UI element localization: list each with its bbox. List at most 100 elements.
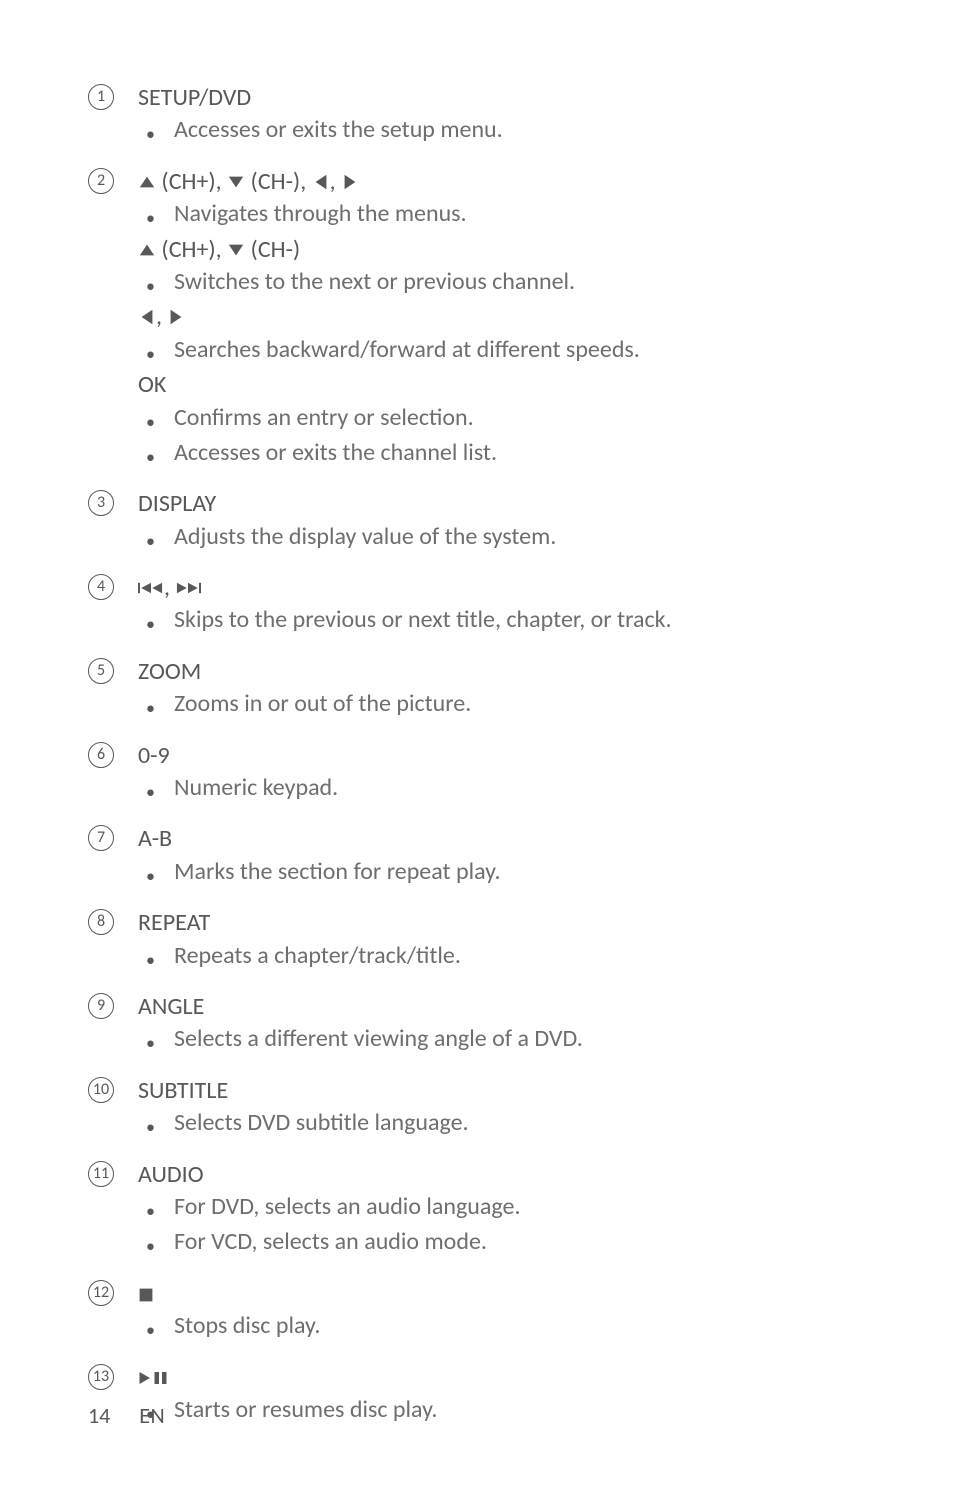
item-section: 11AUDIOFor DVD, selects an audio languag…: [88, 1159, 874, 1262]
bullet-text: Switches to the next or previous channel…: [174, 266, 874, 298]
page-footer: 14 EN: [88, 1402, 165, 1429]
circled-number: 2: [88, 168, 114, 194]
item-heading: DISPLAY: [138, 488, 874, 520]
body-column: A-BMarks the section for repeat play.: [138, 823, 874, 891]
bullet-text: For VCD, selects an audio mode.: [174, 1226, 874, 1258]
bullet-row: Accesses or exits the setup menu.: [138, 114, 874, 149]
number-column: 1: [88, 82, 138, 110]
bullet-dot: [146, 1107, 174, 1142]
bullet-text: Numeric keypad.: [174, 772, 874, 804]
item-heading: ZOOM: [138, 656, 874, 688]
body-column: ZOOMZooms in or out of the picture.: [138, 656, 874, 724]
number-column: 7: [88, 823, 138, 851]
item-section: 9ANGLESelects a different viewing angle …: [88, 991, 874, 1059]
bullet-row: Marks the section for repeat play.: [138, 856, 874, 891]
number-column: 2: [88, 166, 138, 194]
bullet-text: Navigates through the menus.: [174, 198, 874, 230]
bullet-dot: [146, 114, 174, 149]
bullet-row: Selects DVD subtitle language.: [138, 1107, 874, 1142]
number-column: 9: [88, 991, 138, 1019]
item-heading: REPEAT: [138, 907, 874, 939]
number-column: 4: [88, 572, 138, 600]
bullet-dot: [146, 334, 174, 369]
item-heading: 0-9: [138, 740, 874, 772]
bullet-text: Skips to the previous or next title, cha…: [174, 604, 874, 636]
circled-number: 9: [88, 993, 114, 1019]
bullet-dot: [146, 402, 174, 437]
manual-page: 1 SETUP/DVDAccesses or exits the setup me…: [0, 0, 954, 1485]
item-section: 13 Starts or resumes disc play.: [88, 1362, 874, 1430]
bullet-dot: [146, 1023, 174, 1058]
body-column: REPEATRepeats a chapter/track/title.: [138, 907, 874, 975]
circled-number: 8: [88, 909, 114, 935]
language-code: EN: [139, 1402, 165, 1429]
body-column: Starts or resumes disc play.: [138, 1362, 874, 1430]
bullet-dot: [146, 198, 174, 233]
item-heading: (CH+), (CH-), ,: [138, 166, 874, 198]
bullet-dot: [146, 1226, 174, 1261]
circled-number: 10: [88, 1077, 114, 1103]
item-subheading: (CH+), (CH-): [138, 234, 874, 266]
circled-number: 5: [88, 658, 114, 684]
bullet-row: For DVD, selects an audio language.: [138, 1191, 874, 1226]
item-heading: [138, 1362, 874, 1394]
item-row: 13 Starts or resumes disc play.: [88, 1362, 874, 1430]
item-section: 10 SUBTITLESelects DVD subtitle language.: [88, 1075, 874, 1143]
bullet-text: Accesses or exits the channel list.: [174, 437, 874, 469]
body-column: DISPLAYAdjusts the display value of the …: [138, 488, 874, 556]
bullet-dot: [146, 437, 174, 472]
body-column: (CH+), (CH-), , Navigates through the me…: [138, 166, 874, 473]
item-row: 8 REPEATRepeats a chapter/track/title.: [88, 907, 874, 975]
bullet-dot: [146, 604, 174, 639]
bullet-text: Searches backward/forward at different s…: [174, 334, 874, 366]
bullet-row: Repeats a chapter/track/title.: [138, 940, 874, 975]
bullet-dot: [146, 940, 174, 975]
circled-number: 3: [88, 490, 114, 516]
item-section: 6 0-9Numeric keypad.: [88, 740, 874, 808]
bullet-row: Selects a different viewing angle of a D…: [138, 1023, 874, 1058]
bullet-row: Searches backward/forward at different s…: [138, 334, 874, 369]
bullet-row: For VCD, selects an audio mode.: [138, 1226, 874, 1261]
item-section: 7 A-BMarks the section for repeat play.: [88, 823, 874, 891]
item-row: 1 SETUP/DVDAccesses or exits the setup me…: [88, 82, 874, 150]
body-column: 0-9Numeric keypad.: [138, 740, 874, 808]
number-column: 12: [88, 1278, 138, 1306]
item-heading: AUDIO: [138, 1159, 874, 1191]
circled-number: 4: [88, 574, 114, 600]
bullet-text: Adjusts the display value of the system.: [174, 521, 874, 553]
bullet-text: Stops disc play.: [174, 1310, 874, 1342]
item-row: 2 (CH+), (CH-), , Navigates through the …: [88, 166, 874, 473]
item-row: 6 0-9Numeric keypad.: [88, 740, 874, 808]
bullet-text: Repeats a chapter/track/title.: [174, 940, 874, 972]
item-row: 11AUDIOFor DVD, selects an audio languag…: [88, 1159, 874, 1262]
item-row: 4, Skips to the previous or next title, …: [88, 572, 874, 640]
bullet-row: Switches to the next or previous channel…: [138, 266, 874, 301]
item-subheading: ,: [138, 301, 874, 333]
bullet-text: Confirms an entry or selection.: [174, 402, 874, 434]
page-number: 14: [88, 1402, 110, 1429]
number-column: 11: [88, 1159, 138, 1187]
bullet-row: Skips to the previous or next title, cha…: [138, 604, 874, 639]
circled-number: 7: [88, 825, 114, 851]
body-column: SUBTITLESelects DVD subtitle language.: [138, 1075, 874, 1143]
bullet-dot: [146, 688, 174, 723]
bullet-text: Starts or resumes disc play.: [174, 1394, 874, 1426]
circled-number: 13: [88, 1364, 114, 1390]
item-row: 10 SUBTITLESelects DVD subtitle language.: [88, 1075, 874, 1143]
bullet-dot: [146, 266, 174, 301]
body-column: AUDIOFor DVD, selects an audio language.…: [138, 1159, 874, 1262]
bullet-text: Selects DVD subtitle language.: [174, 1107, 874, 1139]
bullet-dot: [146, 1310, 174, 1345]
number-column: 8: [88, 907, 138, 935]
circled-number: 6: [88, 742, 114, 768]
item-heading: [138, 1278, 874, 1310]
bullet-text: For DVD, selects an audio language.: [174, 1191, 874, 1223]
bullet-text: Marks the section for repeat play.: [174, 856, 874, 888]
item-row: 3 DISPLAYAdjusts the display value of the…: [88, 488, 874, 556]
bullet-row: Numeric keypad.: [138, 772, 874, 807]
bullet-dot: [146, 856, 174, 891]
circled-number: 1: [88, 84, 114, 110]
number-column: 10: [88, 1075, 138, 1103]
body-column: SETUP/DVDAccesses or exits the setup men…: [138, 82, 874, 150]
bullet-row: Zooms in or out of the picture.: [138, 688, 874, 723]
